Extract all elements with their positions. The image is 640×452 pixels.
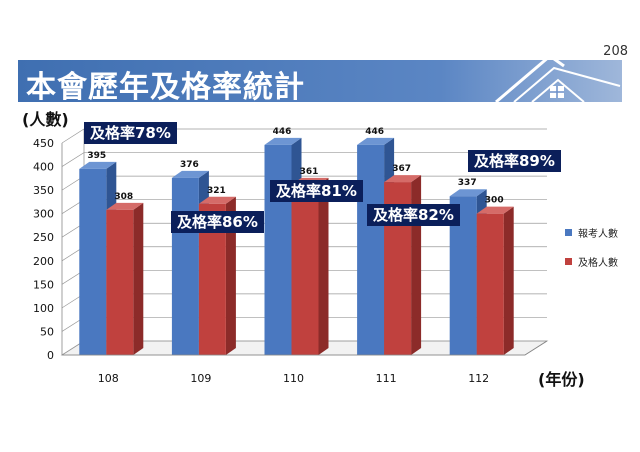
bar-top-110-examinees: [264, 137, 302, 145]
x-tick-label-110: 110: [283, 372, 304, 385]
y-tick-label-350: 350: [33, 184, 54, 197]
house-icon: [495, 54, 621, 104]
x-axis-title: (年份): [538, 370, 585, 389]
callout-110: 及格率81%: [270, 180, 363, 202]
data-label-109-examinees: 376: [180, 160, 199, 170]
y-tick-label-150: 150: [33, 278, 54, 291]
y-tick-label-250: 250: [33, 231, 54, 244]
bar-top-108-passed: [106, 202, 144, 210]
data-label-108-passed: 308: [114, 192, 133, 202]
callout-109: 及格率86%: [171, 211, 264, 233]
callout-111: 及格率82%: [367, 204, 460, 226]
bar-108-passed: [106, 209, 134, 355]
legend-swatch-examinees: [565, 229, 572, 236]
legend-label-examinees: 報考人數: [578, 229, 618, 240]
data-label-112-passed: 300: [485, 196, 504, 206]
bar-side-110-passed: [318, 177, 329, 355]
bar-110-examinees: [264, 144, 292, 355]
legend-swatch-passed: [565, 258, 572, 265]
callout-112: 及格率89%: [468, 150, 561, 172]
legend-item-passed: 及格人數: [565, 254, 618, 269]
y-tick-label-300: 300: [33, 208, 54, 221]
data-label-108-examinees: 395: [87, 151, 106, 161]
y-tick-label-200: 200: [33, 255, 54, 268]
y-tick-label-100: 100: [33, 302, 54, 315]
legend-item-examinees: 報考人數: [565, 225, 618, 240]
page-title: 本會歷年及格率統計: [26, 70, 305, 105]
bar-111-examinees: [357, 144, 385, 355]
data-label-111-passed: 367: [392, 164, 411, 174]
data-label-110-examinees: 446: [273, 127, 292, 137]
bar-110-passed: [291, 184, 319, 355]
bar-top-108-examinees: [79, 161, 117, 169]
bar-side-112-passed: [503, 206, 514, 355]
callout-108: 及格率78%: [84, 122, 177, 144]
x-tick-label-109: 109: [190, 372, 211, 385]
page-number: 208: [603, 44, 628, 59]
bar-top-109-examinees: [171, 170, 209, 178]
legend-label-passed: 及格人數: [578, 258, 618, 269]
bar-112-passed: [476, 213, 504, 355]
bar-109-examinees: [171, 177, 199, 355]
data-label-109-passed: 321: [207, 186, 226, 196]
x-tick-label-108: 108: [98, 372, 119, 385]
y-tick-label-50: 50: [40, 325, 54, 338]
y-tick-label-400: 400: [33, 161, 54, 174]
bar-top-111-passed: [384, 175, 422, 183]
y-tick-label-450: 450: [33, 137, 54, 150]
bar-108-examinees: [79, 168, 107, 355]
legend: 報考人數 及格人數: [565, 225, 618, 283]
bar-side-109-passed: [225, 196, 236, 355]
bar-top-112-examinees: [449, 189, 487, 197]
data-label-111-examinees: 446: [365, 127, 384, 137]
bar-top-109-passed: [198, 196, 236, 204]
data-label-110-passed: 361: [300, 167, 319, 177]
title-banner: 本會歷年及格率統計: [18, 54, 622, 105]
bar-side-108-passed: [133, 202, 144, 355]
y-axis-title: (人數): [22, 110, 69, 129]
x-axis: [62, 340, 548, 356]
bar-side-111-passed: [411, 175, 422, 355]
bar-top-112-passed: [476, 206, 514, 214]
data-label-112-examinees: 337: [458, 178, 477, 188]
x-tick-label-111: 111: [376, 372, 397, 385]
y-tick-label-0: 0: [47, 349, 54, 362]
x-tick-label-112: 112: [468, 372, 489, 385]
bar-top-111-examinees: [357, 137, 395, 145]
